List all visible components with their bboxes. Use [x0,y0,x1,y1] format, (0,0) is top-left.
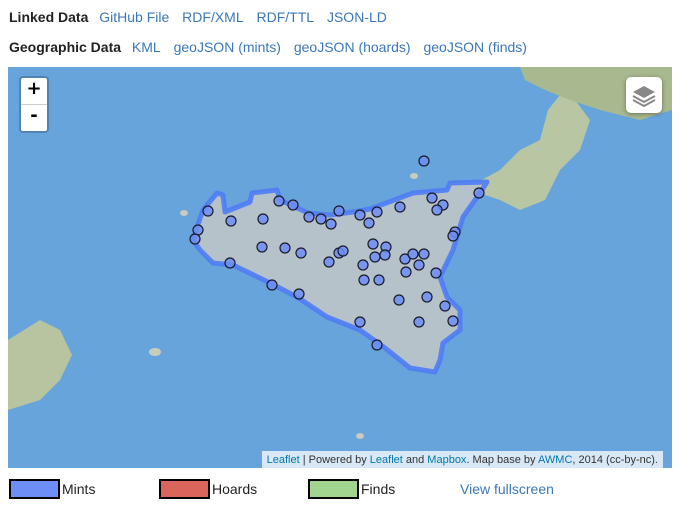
mint-marker[interactable] [371,339,383,351]
layers-icon [632,86,656,108]
kml-link[interactable]: KML [131,39,161,55]
json-ld-link[interactable]: JSON-LD [326,9,387,25]
mint-marker[interactable] [371,206,383,218]
mint-marker[interactable] [439,300,451,312]
mapbox-link[interactable]: Mapbox [427,454,467,466]
attribution-text: | Powered by [299,454,370,466]
mint-marker[interactable] [430,267,442,279]
mint-markers [189,155,485,351]
mint-marker[interactable] [333,205,345,217]
layers-button[interactable] [626,77,662,113]
mint-marker[interactable] [357,259,369,271]
mint-marker[interactable] [367,238,379,250]
mint-marker[interactable] [266,279,278,291]
mint-marker[interactable] [323,256,335,268]
mint-marker[interactable] [293,288,305,300]
map-canvas [8,67,672,439]
mint-marker[interactable] [426,192,438,204]
mint-marker[interactable] [369,251,381,263]
island [180,210,188,216]
mint-marker[interactable] [400,266,412,278]
mint-marker[interactable] [315,213,327,225]
mint-marker[interactable] [287,199,299,211]
mint-marker[interactable] [256,241,268,253]
mint-marker[interactable] [394,201,406,213]
mint-marker[interactable] [473,187,485,199]
legend-mints: Mints [9,479,95,499]
mint-marker[interactable] [257,213,269,225]
mint-marker[interactable] [225,215,237,227]
mint-marker[interactable] [418,155,430,167]
geojson-finds-link[interactable]: geoJSON (finds) [423,39,527,55]
island [149,348,161,356]
legend-label: Finds [361,481,396,497]
mint-marker[interactable] [393,294,405,306]
geographic-data-label: Geographic Data [9,39,122,55]
mint-marker[interactable] [295,247,307,259]
mint-marker[interactable] [303,211,315,223]
attribution-text: and [402,454,428,466]
island [356,433,364,439]
linked-data-label: Linked Data [9,9,89,25]
legend-label: Mints [62,481,96,497]
zoom-control: + - [19,76,49,133]
mint-marker[interactable] [418,248,430,260]
mint-marker[interactable] [337,245,349,257]
mint-marker[interactable] [447,315,459,327]
legend-hoards: Hoards [159,479,257,499]
leaflet-link[interactable]: Leaflet [266,454,300,466]
geojson-hoards-link[interactable]: geoJSON (hoards) [293,39,411,55]
mint-marker[interactable] [421,291,433,303]
geographic-data-row: Geographic Data KML geoJSON (mints) geoJ… [9,39,536,55]
mint-marker[interactable] [363,217,375,229]
hoards-swatch [159,479,210,499]
tunisia-land [8,320,72,410]
mint-marker[interactable] [224,257,236,269]
map[interactable]: + - Leaflet | Powered by Leaflet and Map… [8,67,672,468]
attribution-text: , 2014 (cc-by-nc). [572,454,658,466]
mints-swatch [9,479,60,499]
geojson-mints-link[interactable]: geoJSON (mints) [173,39,281,55]
mint-marker[interactable] [399,253,411,265]
island [410,173,418,179]
linked-data-row: Linked Data GitHub File RDF/XML RDF/TTL … [9,9,396,25]
rdf-xml-link[interactable]: RDF/XML [182,9,244,25]
mint-marker[interactable] [413,259,425,271]
mint-marker[interactable] [273,195,285,207]
mint-marker[interactable] [279,242,291,254]
zoom-in-button[interactable]: + [21,78,47,105]
mint-marker[interactable] [354,316,366,328]
mint-marker[interactable] [202,205,214,217]
mint-marker[interactable] [189,233,201,245]
legend-label: Hoards [212,481,258,497]
rdf-ttl-link[interactable]: RDF/TTL [256,9,315,25]
mint-marker[interactable] [354,209,366,221]
mint-marker[interactable] [379,249,391,261]
mint-marker[interactable] [413,316,425,328]
github-file-link[interactable]: GitHub File [99,9,170,25]
mint-marker[interactable] [358,274,370,286]
awmc-link[interactable]: AWMC [537,454,573,466]
mint-marker[interactable] [325,218,337,230]
mint-marker[interactable] [431,204,443,216]
legend-finds: Finds [308,479,395,499]
mints-region-sicily [190,179,490,375]
attribution-text: . Map base by [466,454,538,466]
map-attribution: Leaflet | Powered by Leaflet and Mapbox.… [261,451,663,468]
mint-marker[interactable] [407,248,419,260]
view-fullscreen-link[interactable]: View fullscreen [460,481,554,497]
mint-marker[interactable] [373,274,385,286]
finds-swatch [308,479,359,499]
leaflet-link-2[interactable]: Leaflet [369,454,403,466]
zoom-out-button[interactable]: - [30,105,38,126]
mint-marker[interactable] [447,230,459,242]
calabria-land [478,95,590,210]
